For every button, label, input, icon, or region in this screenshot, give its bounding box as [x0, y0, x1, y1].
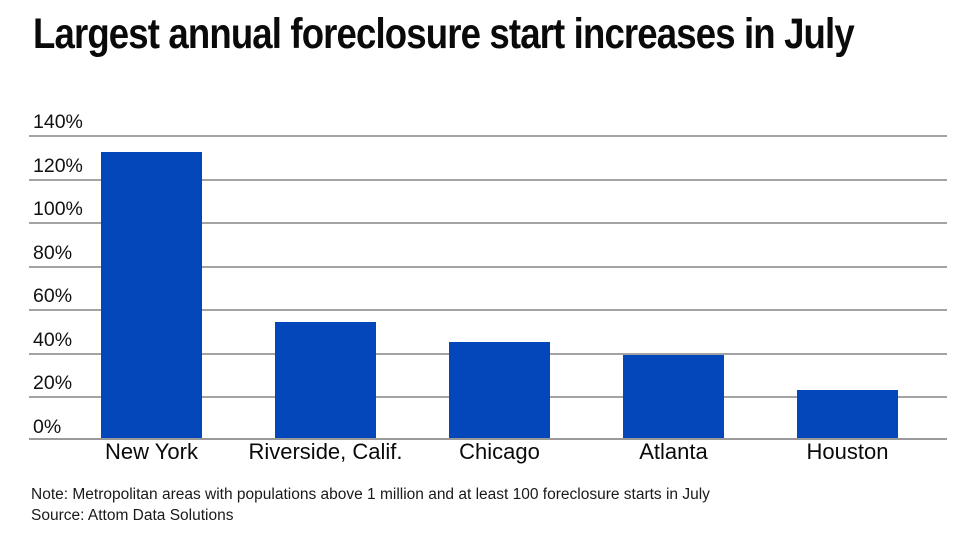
x-axis-label-houston: Houston: [806, 439, 889, 464]
y-axis-tick-100: 100%: [33, 198, 83, 221]
y-axis-tick-80: 80%: [33, 241, 73, 264]
x-axis-label-new-york: New York: [105, 439, 198, 464]
gridline-80: [29, 265, 947, 268]
chart-source: Source: Attom Data Solutions: [31, 507, 234, 524]
y-axis-tick-60: 60%: [33, 285, 73, 308]
bar-chicago: [449, 342, 550, 440]
y-axis-tick-0: 0%: [33, 416, 62, 438]
chart-note: Note: Metropolitan areas with population…: [31, 486, 710, 503]
chart-footer: Note: Metropolitan areas with population…: [31, 484, 710, 526]
bar-riverside-calif: [275, 322, 376, 440]
gridline-60: [29, 309, 947, 312]
gridline-140: [29, 135, 947, 137]
y-axis-tick-120: 120%: [33, 154, 83, 177]
x-axis-label-chicago: Chicago: [459, 439, 540, 464]
bar-houston: [797, 390, 898, 440]
y-axis-tick-20: 20%: [33, 372, 73, 395]
gridline-0: [29, 438, 947, 440]
gridline-120: [29, 178, 947, 181]
x-axis-label-riverside-calif: Riverside, Calif.: [248, 439, 403, 464]
bar-chart-plot-area: 0% 20% 40% 60% 80% 100% 120% 140%: [29, 112, 947, 440]
gridline-100: [29, 222, 947, 225]
x-axis-labels: New York Riverside, Calif. Chicago Atlanta H…: [29, 441, 947, 465]
bar-atlanta: [623, 355, 724, 440]
y-axis-tick-40: 40%: [33, 328, 73, 351]
x-axis-label-atlanta: Atlanta: [639, 439, 708, 464]
chart-title: Largest annual foreclosure start increas…: [33, 10, 855, 58]
y-axis-tick-140: 140%: [33, 111, 83, 133]
bar-new-york: [101, 152, 202, 440]
